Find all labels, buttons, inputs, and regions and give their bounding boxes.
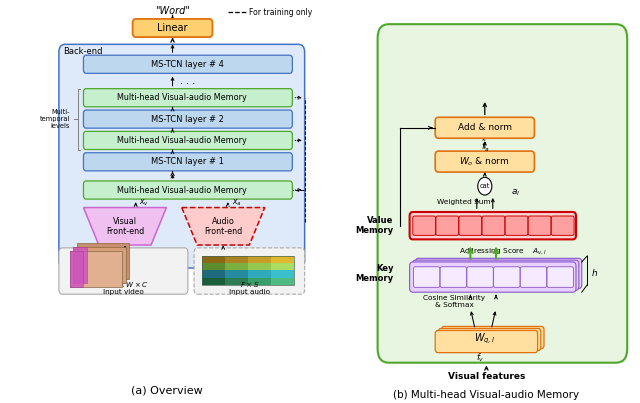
FancyBboxPatch shape <box>83 89 292 107</box>
Bar <box>248 256 271 263</box>
Bar <box>202 278 225 285</box>
Text: cat: cat <box>479 183 490 189</box>
FancyBboxPatch shape <box>59 44 305 268</box>
FancyBboxPatch shape <box>520 267 547 287</box>
FancyBboxPatch shape <box>83 110 292 128</box>
FancyBboxPatch shape <box>77 243 129 279</box>
Text: MS-TCN layer # 1: MS-TCN layer # 1 <box>152 157 225 166</box>
Text: $f_v$: $f_v$ <box>476 351 484 364</box>
FancyBboxPatch shape <box>435 330 538 353</box>
Bar <box>271 270 294 278</box>
Bar <box>271 263 294 270</box>
FancyBboxPatch shape <box>410 212 576 239</box>
Text: Multi-head Visual-audio Memory: Multi-head Visual-audio Memory <box>117 93 246 102</box>
Text: $x_a$: $x_a$ <box>232 197 241 208</box>
FancyBboxPatch shape <box>378 24 627 363</box>
FancyBboxPatch shape <box>83 55 292 73</box>
Circle shape <box>477 177 492 195</box>
Text: Audio
Front-end: Audio Front-end <box>204 217 243 236</box>
Text: $T \times H \times W \times C$: $T \times H \times W \times C$ <box>99 280 148 289</box>
Text: MS-TCN layer # 2: MS-TCN layer # 2 <box>152 114 225 124</box>
FancyBboxPatch shape <box>59 248 188 294</box>
FancyBboxPatch shape <box>415 258 582 289</box>
FancyBboxPatch shape <box>132 19 212 37</box>
Polygon shape <box>83 208 166 245</box>
FancyBboxPatch shape <box>493 267 520 287</box>
Text: Weighted Sum: Weighted Sum <box>437 199 491 205</box>
FancyBboxPatch shape <box>505 216 528 235</box>
FancyBboxPatch shape <box>70 251 122 287</box>
Text: $F \times S$: $F \times S$ <box>239 280 259 289</box>
FancyBboxPatch shape <box>194 248 305 294</box>
Bar <box>271 278 294 285</box>
FancyBboxPatch shape <box>83 153 292 171</box>
FancyBboxPatch shape <box>547 267 573 287</box>
FancyBboxPatch shape <box>528 216 551 235</box>
FancyBboxPatch shape <box>70 251 83 287</box>
Text: Addressing Score    $A_{v,l}$: Addressing Score $A_{v,l}$ <box>458 246 547 256</box>
FancyBboxPatch shape <box>436 216 459 235</box>
Text: MS-TCN layer # 4: MS-TCN layer # 4 <box>152 60 225 69</box>
Text: Visual features: Visual features <box>448 372 525 381</box>
Text: Value
Memory: Value Memory <box>355 216 394 235</box>
FancyBboxPatch shape <box>482 216 505 235</box>
Bar <box>202 263 225 270</box>
FancyBboxPatch shape <box>74 247 125 283</box>
FancyBboxPatch shape <box>435 117 534 138</box>
FancyBboxPatch shape <box>83 131 292 150</box>
FancyBboxPatch shape <box>459 216 482 235</box>
Text: Multi-
temporal
levels: Multi- temporal levels <box>40 109 70 129</box>
Text: Multi-head Visual-audio Memory: Multi-head Visual-audio Memory <box>117 185 246 195</box>
Bar <box>248 270 271 278</box>
FancyBboxPatch shape <box>74 247 87 283</box>
Text: Key
Memory: Key Memory <box>355 264 394 283</box>
Bar <box>248 263 271 270</box>
FancyBboxPatch shape <box>410 262 576 292</box>
Bar <box>225 278 248 285</box>
Text: For training only: For training only <box>250 8 312 17</box>
Text: $W_o$ & norm: $W_o$ & norm <box>460 155 510 168</box>
Bar <box>225 263 248 270</box>
FancyBboxPatch shape <box>435 151 534 172</box>
Text: Multi-head Visual-audio Memory: Multi-head Visual-audio Memory <box>117 136 246 145</box>
Text: Input video: Input video <box>103 289 144 295</box>
Text: Add & norm: Add & norm <box>458 123 512 132</box>
Text: (b) Multi-head Visual-audio Memory: (b) Multi-head Visual-audio Memory <box>394 390 579 400</box>
Bar <box>248 278 271 285</box>
Text: Input audio: Input audio <box>229 289 270 295</box>
Polygon shape <box>182 208 265 245</box>
FancyBboxPatch shape <box>440 267 467 287</box>
Text: Back-end: Back-end <box>63 47 103 56</box>
FancyBboxPatch shape <box>438 328 541 351</box>
FancyBboxPatch shape <box>413 260 579 290</box>
Bar <box>225 270 248 278</box>
Text: Linear: Linear <box>157 23 188 33</box>
FancyBboxPatch shape <box>413 267 440 287</box>
Text: $\tilde{f}_a$: $\tilde{f}_a$ <box>481 139 489 154</box>
FancyBboxPatch shape <box>551 216 574 235</box>
Text: "Word": "Word" <box>155 6 190 16</box>
Bar <box>202 270 225 278</box>
Text: Cosine Similarity
& Softmax: Cosine Similarity & Softmax <box>423 295 486 308</box>
Text: $x_v$: $x_v$ <box>140 197 149 208</box>
Text: (a) Overview: (a) Overview <box>131 386 202 396</box>
Bar <box>202 256 225 263</box>
FancyBboxPatch shape <box>83 181 292 199</box>
FancyBboxPatch shape <box>442 326 544 349</box>
Text: $a_l$: $a_l$ <box>511 188 520 198</box>
Text: . . .: . . . <box>180 77 196 86</box>
FancyBboxPatch shape <box>413 216 436 235</box>
Text: Visual
Front-end: Visual Front-end <box>106 217 144 236</box>
Bar <box>225 256 248 263</box>
Bar <box>271 256 294 263</box>
Text: $W_{q,l}$: $W_{q,l}$ <box>474 331 495 346</box>
Text: h: h <box>592 269 598 278</box>
FancyBboxPatch shape <box>467 267 493 287</box>
